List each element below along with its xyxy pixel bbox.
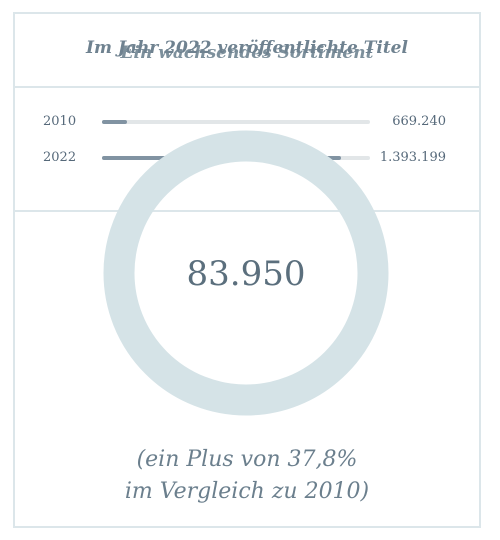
bar-row-2010: 2010 669.240 xyxy=(15,112,479,132)
caption-line-2: im Vergleich zu 2010) xyxy=(124,479,370,504)
header-title-b: Ein wachsendes Sortiment xyxy=(120,43,374,63)
bar-track xyxy=(102,120,370,124)
header-title-a: Im Jahr 2022 veröffentlichte Titel xyxy=(86,38,408,58)
caption: (ein Plus von 37,8% im Vergleich zu 2010… xyxy=(13,444,481,508)
bar-year-label: 2010 xyxy=(43,114,77,129)
donut-center-value: 83.950 xyxy=(186,254,306,294)
bar-count-label: 1.393.199 xyxy=(379,150,446,165)
header: Ein wachsendes Sortiment Im Jahr 2022 ve… xyxy=(15,14,479,88)
bar-fill xyxy=(102,120,128,124)
donut-ring xyxy=(103,130,389,416)
caption-line-1: (ein Plus von 37,8% xyxy=(136,447,358,472)
bar-year-label: 2022 xyxy=(43,150,77,165)
donut-ring-circle xyxy=(103,130,389,416)
bar-count-label: 669.240 xyxy=(392,114,446,129)
